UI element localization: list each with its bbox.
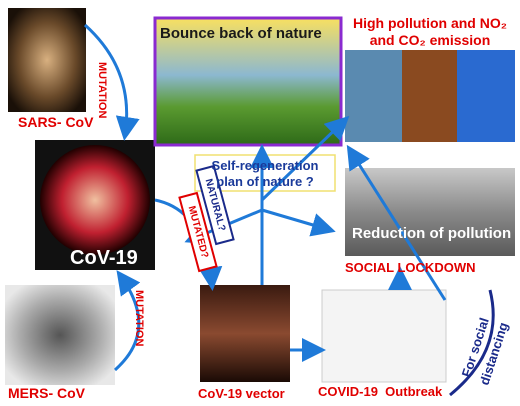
label: CoV-19 vector [198, 386, 285, 401]
label: Reduction of pollution [352, 225, 511, 242]
label: Self-regeneration [212, 158, 319, 173]
label: SOCIAL LOCKDOWN [345, 260, 475, 275]
outbreak-image [322, 290, 446, 382]
pollution-map-2 [457, 50, 515, 142]
diagram: SARS- CoV MUTATION CoV-19 MERS- CoV MUTA… [0, 0, 520, 401]
pollution-smoke [402, 50, 457, 142]
label: plan of nature ? [216, 174, 314, 189]
label: Bounce back of nature [160, 25, 322, 42]
label: and CO₂ emission [370, 32, 491, 48]
label: CoV-19 [70, 247, 138, 269]
sars-image [8, 8, 86, 112]
label: MUTATION [133, 290, 145, 346]
bat-image [200, 285, 290, 382]
label: High pollution and NO₂ [353, 15, 507, 31]
label: SARS- CoV [18, 114, 94, 130]
mers-image [5, 285, 115, 385]
label: MUTATION [96, 62, 108, 118]
label: MERS- CoV [8, 385, 86, 401]
virus-ball [40, 145, 150, 255]
arrow [262, 210, 330, 230]
label: COVID-19 Outbreak [318, 384, 443, 399]
pollution-map [345, 50, 402, 142]
